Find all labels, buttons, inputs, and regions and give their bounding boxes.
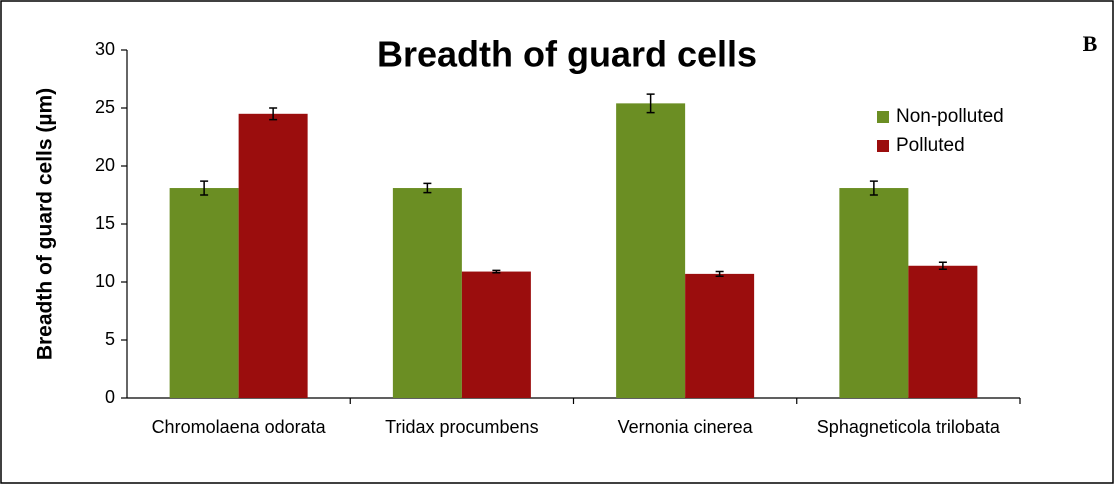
error-bar — [269, 107, 278, 121]
legend-swatch — [877, 111, 889, 123]
bar — [616, 103, 686, 399]
x-tick-label: Tridax procumbens — [385, 417, 538, 437]
error-bar — [715, 270, 724, 277]
y-tick-label: 25 — [95, 97, 115, 117]
panel-label: B — [1083, 31, 1098, 56]
y-tick-label: 10 — [95, 271, 115, 291]
bar — [461, 271, 531, 398]
y-tick-label: 5 — [105, 329, 115, 349]
x-tick-label: Sphagneticola trilobata — [817, 417, 1001, 437]
error-bar — [423, 182, 432, 194]
bar — [685, 273, 755, 398]
y-tick-label: 15 — [95, 213, 115, 233]
error-bar — [938, 261, 947, 270]
y-tick-label: 20 — [95, 155, 115, 175]
chart-title: Breadth of guard cells — [377, 34, 757, 75]
bar — [392, 188, 462, 398]
x-tick-label: Chromolaena odorata — [152, 417, 327, 437]
y-axis-label: Breadth of guard cells (µm) — [34, 88, 57, 360]
bar — [169, 188, 239, 398]
legend-label: Polluted — [896, 135, 965, 156]
error-bar — [869, 180, 878, 196]
x-tick-label: Vernonia cinerea — [618, 417, 754, 437]
error-bar — [492, 269, 501, 274]
error-bar — [646, 93, 655, 114]
bar — [839, 188, 909, 398]
error-bar — [200, 180, 209, 196]
legend-swatch — [877, 140, 889, 152]
legend-label: Non-polluted — [896, 106, 1004, 127]
y-tick-label: 0 — [105, 387, 115, 407]
bar — [238, 113, 308, 399]
bar — [908, 265, 978, 398]
y-tick-label: 30 — [95, 39, 115, 59]
